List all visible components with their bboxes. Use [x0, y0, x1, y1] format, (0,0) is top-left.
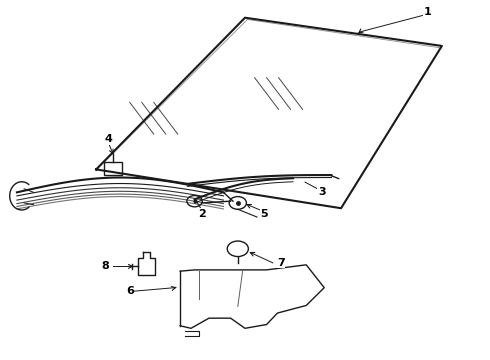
Text: 4: 4	[104, 134, 112, 144]
Text: 3: 3	[318, 187, 326, 197]
Text: 7: 7	[277, 258, 285, 268]
Text: 8: 8	[102, 261, 110, 271]
Text: 5: 5	[260, 208, 268, 219]
Text: 1: 1	[423, 8, 431, 17]
Bar	[104, 162, 122, 175]
Text: 2: 2	[198, 208, 206, 219]
Text: 6: 6	[126, 286, 134, 296]
